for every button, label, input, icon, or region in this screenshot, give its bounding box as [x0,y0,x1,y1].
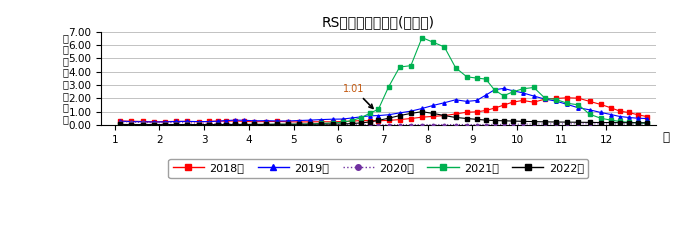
Text: 月: 月 [662,131,669,144]
Text: 1.01: 1.01 [343,84,373,108]
Title: RSウイルス感染症(埼玉県): RSウイルス感染症(埼玉県) [322,15,435,29]
Y-axis label: 定
点
当
た
り
報
告
数: 定 点 当 た り 報 告 数 [63,33,69,124]
Legend: 2018年, 2019年, 2020年, 2021年, 2022年: 2018年, 2019年, 2020年, 2021年, 2022年 [168,159,588,178]
